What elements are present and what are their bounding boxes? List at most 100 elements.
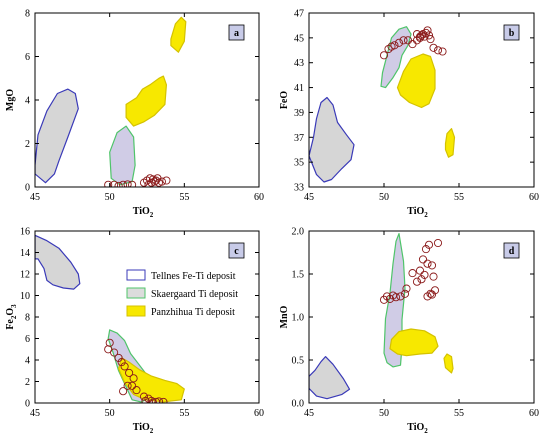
y-axis-label: MnO <box>279 305 290 328</box>
panzhihua-field-1 <box>117 357 185 403</box>
panel-label: c <box>234 246 239 257</box>
y-tick-label: 4 <box>25 356 30 367</box>
y-tick-label: 12 <box>20 270 30 281</box>
panel-label: a <box>234 28 239 39</box>
sample-point <box>418 255 428 264</box>
panel-b: 45 50 55 60 33 35 37 39 41 43 45 47 TiO2 FeO b <box>279 9 539 220</box>
sample-point <box>144 180 153 187</box>
x-axis-label: TiO2 <box>407 206 428 219</box>
legend-swatch-panzhihua <box>126 305 146 317</box>
panzhihua-field-1 <box>396 53 436 109</box>
y-tick-label: 0.5 <box>292 356 305 367</box>
x-tick-label: 45 <box>304 192 314 203</box>
sample-point <box>128 381 137 390</box>
sample-point <box>139 392 149 401</box>
sample-point <box>430 286 440 295</box>
sample-point <box>110 348 119 357</box>
sample-point <box>117 358 126 367</box>
y-tick-label: 14 <box>20 248 30 259</box>
x-tick-label: 55 <box>454 408 464 419</box>
y-tick-label: 1.0 <box>292 313 305 324</box>
y-axis-label: Fe2O3 <box>5 304 18 330</box>
sample-point <box>105 338 114 347</box>
sample-point <box>412 30 422 39</box>
y-tick-label: 47 <box>294 9 304 20</box>
sample-point <box>433 238 443 248</box>
x-tick-label: 60 <box>529 408 539 419</box>
sample-point <box>119 387 128 396</box>
sample-point <box>429 43 438 52</box>
y-axis-label: FeO <box>279 91 290 110</box>
x-tick-label: 50 <box>105 192 115 203</box>
tellnes-field <box>309 356 351 400</box>
sample-point <box>408 269 417 278</box>
y-tick-label: 2 <box>25 139 30 150</box>
sample-point <box>415 266 425 275</box>
sample-point <box>402 284 411 293</box>
y-tick-label: 45 <box>294 33 304 44</box>
y-axis-label: MgO <box>5 89 16 111</box>
sample-point <box>159 397 168 403</box>
x-axis-label: TiO2 <box>133 206 154 219</box>
sample-point <box>424 31 434 40</box>
sample-point <box>110 180 119 187</box>
sample-point <box>400 289 410 298</box>
y-tick-label: 2 <box>25 377 30 388</box>
x-tick-label: 55 <box>179 192 189 203</box>
sample-point <box>151 176 161 185</box>
x-tick-label: 50 <box>105 408 115 419</box>
sample-point <box>119 180 128 187</box>
sample-point <box>427 261 437 270</box>
panel-label-box <box>503 24 520 41</box>
sample-point <box>423 26 432 35</box>
x-tick-label: 60 <box>529 192 539 203</box>
skaergaard-field <box>380 26 412 89</box>
legend-swatch-tellnes <box>126 269 146 281</box>
plot-frame <box>308 12 535 188</box>
sample-point <box>394 38 404 47</box>
panel-label-box <box>228 242 245 259</box>
panel-c: 45 50 55 60 0 2 4 6 8 10 12 14 16 TiO2 Fe2O3 c <box>5 227 264 436</box>
y-tick-label: 43 <box>294 58 304 69</box>
x-axis-label: TiO2 <box>133 422 154 435</box>
sample-point <box>125 368 134 377</box>
sample-point <box>114 353 123 362</box>
legend: Tellnes Fe-Ti deposit Skaergaard Ti depos… <box>126 269 238 318</box>
x-tick-label: 45 <box>30 192 40 203</box>
sample-point <box>424 240 434 249</box>
sample-point <box>417 275 426 284</box>
x-tick-label: 45 <box>304 408 314 419</box>
x-tick-label: 50 <box>379 192 389 203</box>
y-tick-label: 37 <box>294 133 304 144</box>
tellnes-field <box>35 88 79 184</box>
y-tick-label: 4 <box>25 96 30 107</box>
sample-point <box>154 397 163 403</box>
sample-point <box>412 277 422 286</box>
sample-point <box>128 180 137 187</box>
y-tick-label: 8 <box>25 9 30 20</box>
x-tick-label: 60 <box>254 408 264 419</box>
sample-point <box>384 44 393 54</box>
y-tick-label: 10 <box>20 291 30 302</box>
sample-point <box>408 40 417 49</box>
panzhihua-field-2 <box>444 128 456 158</box>
x-axis-label: TiO2 <box>407 422 428 435</box>
tellnes-field <box>35 234 81 290</box>
y-tick-label: 16 <box>20 227 30 238</box>
sample-point <box>433 46 443 55</box>
x-tick-label: 55 <box>179 408 189 419</box>
sample-point <box>423 259 432 268</box>
panzhihua-field-1 <box>125 75 167 127</box>
sample-point <box>438 47 447 56</box>
panel-label: b <box>509 28 515 39</box>
y-tick-label: 6 <box>25 52 30 63</box>
x-tick-label: 60 <box>254 192 264 203</box>
sample-point <box>396 292 405 301</box>
y-tick-label: 0.0 <box>292 399 305 410</box>
panzhihua-field-2 <box>443 353 454 374</box>
x-tick-label: 50 <box>379 408 389 419</box>
panel-label-box <box>228 24 245 41</box>
y-tick-label: 33 <box>294 183 304 194</box>
sample-point <box>129 374 138 383</box>
